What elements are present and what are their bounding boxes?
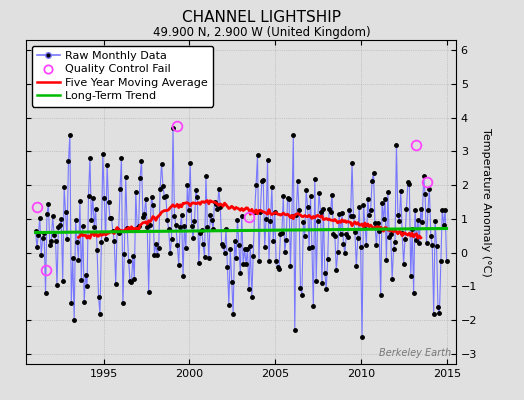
Y-axis label: Temperature Anomaly (°C): Temperature Anomaly (°C) [481,128,491,276]
Legend: Raw Monthly Data, Quality Control Fail, Five Year Moving Average, Long-Term Tren: Raw Monthly Data, Quality Control Fail, … [32,46,213,107]
Text: CHANNEL LIGHTSHIP: CHANNEL LIGHTSHIP [182,10,342,25]
Text: Berkeley Earth: Berkeley Earth [379,348,452,358]
Text: 49.900 N, 2.900 W (United Kingdom): 49.900 N, 2.900 W (United Kingdom) [153,26,371,39]
